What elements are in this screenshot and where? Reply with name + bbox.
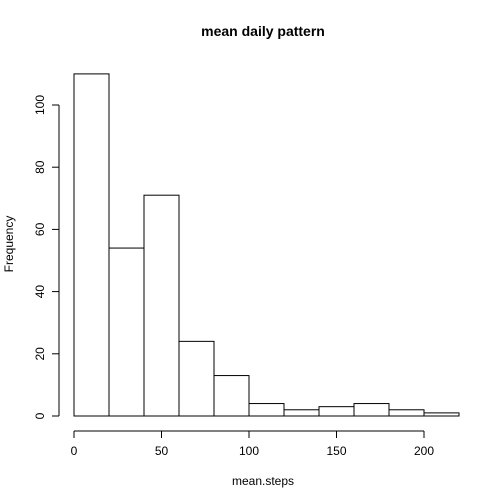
y-axis-label: Frequency bbox=[2, 216, 16, 273]
histogram-bar-8 bbox=[354, 404, 389, 416]
y-tick-label-80: 80 bbox=[33, 160, 47, 174]
x-tick-label-0: 0 bbox=[71, 444, 78, 458]
x-tick-label-150: 150 bbox=[326, 444, 346, 458]
histogram-bar-2 bbox=[144, 195, 179, 416]
y-axis: 0 20 40 60 80 100 bbox=[33, 95, 59, 420]
y-tick-label-0: 0 bbox=[33, 412, 47, 419]
histogram-bar-6 bbox=[284, 410, 319, 416]
histogram-bar-1 bbox=[109, 248, 144, 416]
bars-group bbox=[74, 74, 459, 416]
chart-title: mean daily pattern bbox=[201, 23, 325, 39]
y-tick-label-100: 100 bbox=[33, 95, 47, 115]
x-axis-label: mean.steps bbox=[232, 474, 294, 488]
x-tick-label-200: 200 bbox=[414, 444, 434, 458]
histogram-bar-0 bbox=[74, 74, 109, 416]
histogram-bar-7 bbox=[319, 407, 354, 416]
y-tick-label-60: 60 bbox=[33, 222, 47, 236]
x-tick-label-100: 100 bbox=[239, 444, 259, 458]
histogram-bar-10 bbox=[424, 413, 459, 416]
y-tick-label-20: 20 bbox=[33, 347, 47, 361]
y-tick-label-40: 40 bbox=[33, 285, 47, 299]
histogram-bar-5 bbox=[249, 404, 284, 416]
histogram-bar-3 bbox=[179, 341, 214, 416]
x-axis: 0 50 100 150 200 bbox=[71, 431, 435, 458]
x-tick-label-50: 50 bbox=[155, 444, 169, 458]
histogram-bar-4 bbox=[214, 376, 249, 416]
histogram-bar-9 bbox=[389, 410, 424, 416]
